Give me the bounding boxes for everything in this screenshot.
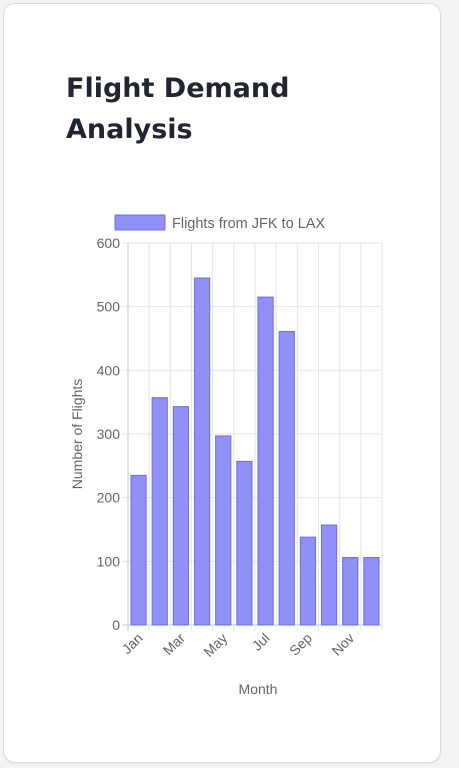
bar-mar[interactable] xyxy=(172,406,190,626)
y-tick-label: 500 xyxy=(97,299,121,315)
bar-oct[interactable] xyxy=(320,524,338,626)
legend-label[interactable]: Flights from JFK to LAX xyxy=(172,216,325,232)
bar-apr[interactable] xyxy=(193,277,211,626)
y-tick-label: 200 xyxy=(97,490,121,506)
y-tick-label: 400 xyxy=(97,362,121,378)
x-tick-labels: Jan Mar May Jul Sep Nov xyxy=(118,630,357,660)
x-tick-label: May xyxy=(200,630,230,660)
bar-jul[interactable] xyxy=(257,296,274,626)
bar-aug[interactable] xyxy=(278,330,295,626)
y-tick-label: 600 xyxy=(97,235,121,251)
y-tick-labels: 0 100 200 300 400 500 600 xyxy=(97,235,121,633)
y-axis-title: Number of Flights xyxy=(69,379,85,489)
bar-dec[interactable] xyxy=(363,557,380,626)
bar-nov[interactable] xyxy=(342,557,359,626)
bar-may[interactable] xyxy=(215,435,232,626)
legend-swatch[interactable] xyxy=(114,214,166,231)
legend[interactable]: Flights from JFK to LAX xyxy=(114,214,325,232)
chart-card: Flight Demand Analysis xyxy=(3,3,441,763)
x-tick-label: Sep xyxy=(286,630,315,659)
bar-jun[interactable] xyxy=(236,460,253,626)
y-tick-label: 0 xyxy=(112,617,120,633)
x-tick-label: Jul xyxy=(249,630,273,654)
bar-sep[interactable] xyxy=(299,536,317,626)
x-tick-label: Jan xyxy=(118,630,145,657)
x-tick-label: Nov xyxy=(328,630,357,659)
y-tick-label: 100 xyxy=(97,553,121,569)
bar-feb[interactable] xyxy=(151,397,168,626)
bars xyxy=(130,277,380,626)
x-axis-title: Month xyxy=(239,681,278,697)
bar-jan[interactable] xyxy=(130,474,147,626)
y-tick-label: 300 xyxy=(97,426,121,442)
page-title: Flight Demand Analysis xyxy=(66,73,290,145)
x-tick-label: Mar xyxy=(160,630,189,659)
